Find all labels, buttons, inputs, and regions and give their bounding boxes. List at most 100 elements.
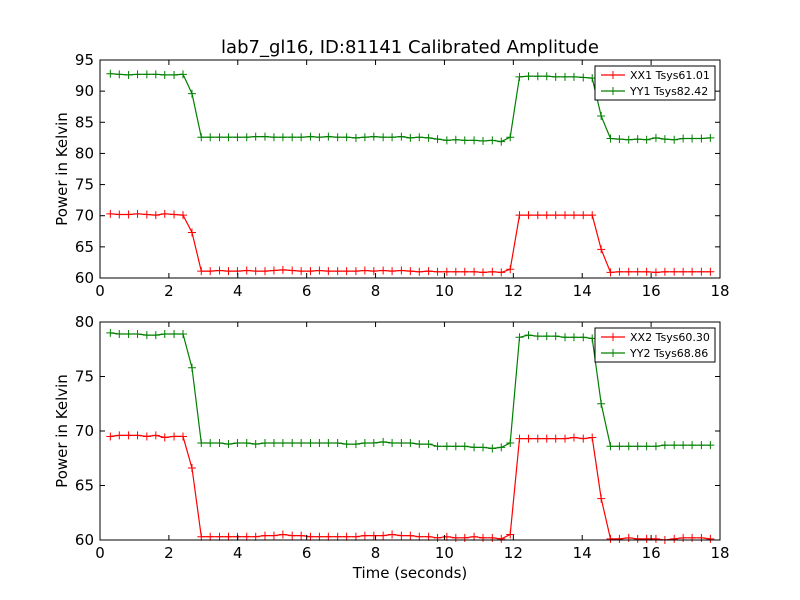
- data-point: [542, 211, 551, 220]
- data-point: [579, 434, 588, 443]
- data-point: [351, 133, 360, 142]
- data-point: [251, 267, 260, 276]
- data-point: [187, 89, 196, 98]
- data-point: [506, 438, 515, 447]
- data-point: [670, 135, 679, 144]
- data-point: [706, 267, 715, 276]
- data-point: [660, 441, 669, 450]
- data-point: [488, 267, 497, 276]
- x-tick-label: 12: [504, 282, 523, 300]
- data-point: [233, 438, 242, 447]
- data-point: [388, 133, 397, 142]
- data-point: [206, 133, 215, 142]
- data-point: [197, 133, 206, 142]
- data-point: [451, 267, 460, 276]
- data-point: [688, 267, 697, 276]
- data-point: [542, 434, 551, 443]
- data-point: [615, 534, 624, 543]
- x-tick-label: 8: [371, 282, 381, 300]
- data-point: [179, 211, 188, 220]
- data-point: [515, 72, 524, 81]
- data-point: [660, 267, 669, 276]
- data-point: [297, 267, 306, 276]
- data-point: [124, 70, 133, 79]
- data-point: [369, 267, 378, 276]
- x-tick-label: 8: [371, 544, 381, 562]
- data-point: [642, 534, 651, 543]
- data-point: [260, 438, 269, 447]
- data-point: [479, 268, 488, 277]
- data-point: [606, 534, 615, 543]
- data-point: [424, 133, 433, 142]
- data-point: [551, 434, 560, 443]
- data-point: [288, 531, 297, 540]
- data-point: [306, 532, 315, 541]
- data-point: [369, 438, 378, 447]
- data-point: [415, 532, 424, 541]
- data-point: [351, 532, 360, 541]
- data-point: [642, 267, 651, 276]
- data-point: [569, 72, 578, 81]
- data-point: [187, 363, 196, 372]
- data-point: [442, 442, 451, 451]
- data-point: [551, 211, 560, 220]
- data-point: [460, 442, 469, 451]
- data-point: [133, 209, 142, 218]
- data-point: [278, 265, 287, 274]
- data-point: [497, 443, 506, 452]
- data-point: [187, 228, 196, 237]
- data-point: [551, 332, 560, 341]
- data-point: [224, 267, 233, 276]
- data-point: [561, 72, 569, 81]
- data-point: [460, 267, 469, 276]
- data-point: [615, 135, 624, 144]
- y-tick-label: 70: [75, 422, 94, 440]
- data-point: [115, 70, 124, 79]
- bottom-panel: 0 2 4 6 8 10 12 14 16 18 60 65 70 75 80 Power in Kelvin…: [53, 313, 730, 582]
- data-point: [533, 211, 542, 220]
- data-point: [470, 136, 479, 145]
- data-point: [433, 442, 442, 451]
- data-point: [288, 266, 297, 275]
- data-point: [369, 531, 378, 540]
- data-point: [524, 331, 533, 340]
- data-point: [597, 494, 606, 503]
- top-panel: 0 2 4 6 8 10 12 14 16 18 60 65 70 75 80 85 90 95 Power in …: [53, 51, 730, 300]
- data-point: [679, 267, 688, 276]
- data-point: [278, 530, 287, 539]
- x-tick-label: 2: [164, 282, 174, 300]
- data-point: [633, 135, 642, 144]
- data-point: [224, 133, 233, 142]
- x-tick-label: 6: [302, 282, 312, 300]
- data-point: [424, 532, 433, 541]
- data-point: [151, 331, 160, 340]
- data-point: [324, 267, 333, 276]
- data-point: [442, 136, 451, 145]
- data-point: [197, 438, 206, 447]
- data-point: [388, 530, 397, 539]
- data-point: [424, 267, 433, 276]
- data-point: [561, 333, 569, 342]
- data-point: [651, 268, 660, 277]
- data-point: [342, 133, 351, 142]
- data-point: [360, 531, 369, 540]
- data-point: [542, 332, 551, 341]
- legend-box: [594, 327, 716, 363]
- data-point: [651, 133, 660, 142]
- x-tick-label: 16: [642, 282, 661, 300]
- data-point: [569, 433, 578, 442]
- data-point: [488, 136, 497, 145]
- data-point: [706, 534, 715, 543]
- data-point: [170, 432, 179, 441]
- data-point: [224, 532, 233, 541]
- data-point: [633, 442, 642, 451]
- data-point: [470, 267, 479, 276]
- data-point: [433, 267, 442, 276]
- data-point: [561, 434, 569, 443]
- data-point: [160, 70, 169, 79]
- y-tick-label: 65: [75, 477, 94, 495]
- data-point: [170, 210, 179, 219]
- axes-frame: [99, 59, 721, 279]
- data-point: [588, 433, 597, 442]
- y-tick-label: 75: [75, 176, 94, 194]
